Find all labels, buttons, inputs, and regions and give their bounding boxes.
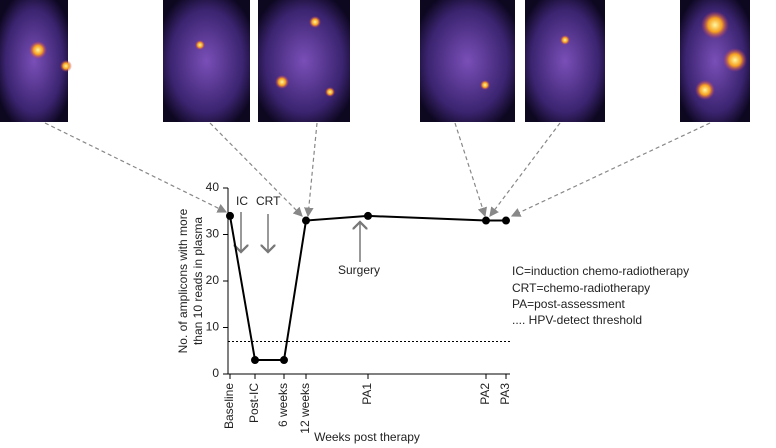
x-tick-label: PA1 <box>360 383 374 405</box>
y-tick-label: 30 <box>206 227 220 241</box>
note: CRT=chemo-radiotherapy <box>512 281 650 295</box>
scan-image <box>163 0 250 122</box>
y-tick-label: 10 <box>206 320 220 334</box>
data-point <box>302 216 310 225</box>
y-tick-label: 20 <box>206 273 220 287</box>
scan-image <box>525 0 605 122</box>
y-axis-title: No. of amplicons with more <box>176 208 190 353</box>
scan-image <box>258 0 350 122</box>
annotation-arrows <box>241 212 360 262</box>
x-tick-label: Baseline <box>222 383 236 429</box>
scan-image <box>420 0 515 122</box>
y-tick-label: 40 <box>206 180 220 194</box>
y-tick-label: 0 <box>212 366 219 380</box>
x-axis-title: Weeks post therapy <box>314 430 420 444</box>
pointer-arrows <box>44 122 711 218</box>
data-point <box>280 356 288 365</box>
note: PA=post-assessment <box>512 297 625 311</box>
note: .... HPV-detect threshold <box>512 313 642 327</box>
scan-image <box>0 0 68 122</box>
x-tick-label: Post-IC <box>247 383 261 423</box>
note: IC=induction chemo-radiotherapy <box>512 264 689 278</box>
data-point <box>251 356 259 365</box>
x-tick-label: PA3 <box>498 383 512 405</box>
data-point <box>364 211 372 220</box>
annotation: IC <box>236 194 248 208</box>
annotation: CRT <box>256 194 281 208</box>
x-tick-label: 12 weeks <box>298 383 312 434</box>
x-tick-label: PA2 <box>478 383 492 405</box>
x-tick-label: 6 weeks <box>276 383 290 427</box>
annotation: Surgery <box>338 263 380 277</box>
scan-images <box>0 0 750 122</box>
y-axis-title: than 10 reads in plasma <box>191 217 205 345</box>
data-point <box>482 216 490 225</box>
data-point <box>502 216 510 225</box>
data-point <box>226 211 234 220</box>
data-line <box>229 214 506 362</box>
